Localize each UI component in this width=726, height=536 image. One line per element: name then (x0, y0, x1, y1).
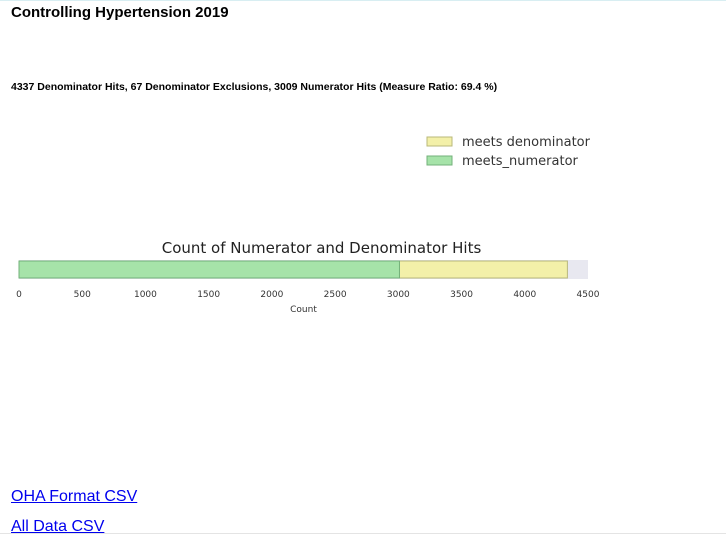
x-tick-label: 1000 (134, 290, 157, 300)
page-title: Controlling Hypertension 2019 (11, 4, 229, 21)
legend-label-meets-denominator: meets denominator (462, 135, 591, 150)
hits-chart-svg: Count of Numerator and Denominator Hits 0… (16, 135, 600, 315)
hits-chart: Count of Numerator and Denominator Hits 0… (0, 126, 620, 331)
legend-swatch-meets-numerator (426, 155, 453, 166)
x-tick-label: 500 (74, 290, 91, 300)
x-tick-label: 2500 (324, 290, 347, 300)
x-tick-label: 4500 (577, 290, 600, 300)
legend-label-meets-numerator: meets_numerator (462, 154, 579, 169)
x-tick-label: 4000 (513, 290, 536, 300)
x-tick-label: 1500 (197, 290, 220, 300)
bar-meets-numerator (18, 260, 400, 279)
all-data-csv-link[interactable]: All Data CSV (11, 518, 105, 535)
x-axis-label: Count (290, 305, 317, 315)
x-tick-label: 3000 (387, 290, 410, 300)
chart-title: Count of Numerator and Denominator Hits (162, 239, 482, 257)
x-tick-label: 0 (16, 290, 22, 300)
legend-swatch-meets-denominator (426, 136, 453, 147)
x-tick-label: 3500 (450, 290, 473, 300)
measure-summary: 4337 Denominator Hits, 67 Denominator Ex… (11, 81, 498, 93)
x-tick-label: 2000 (260, 290, 283, 300)
oha-format-csv-link[interactable]: OHA Format CSV (11, 488, 138, 505)
